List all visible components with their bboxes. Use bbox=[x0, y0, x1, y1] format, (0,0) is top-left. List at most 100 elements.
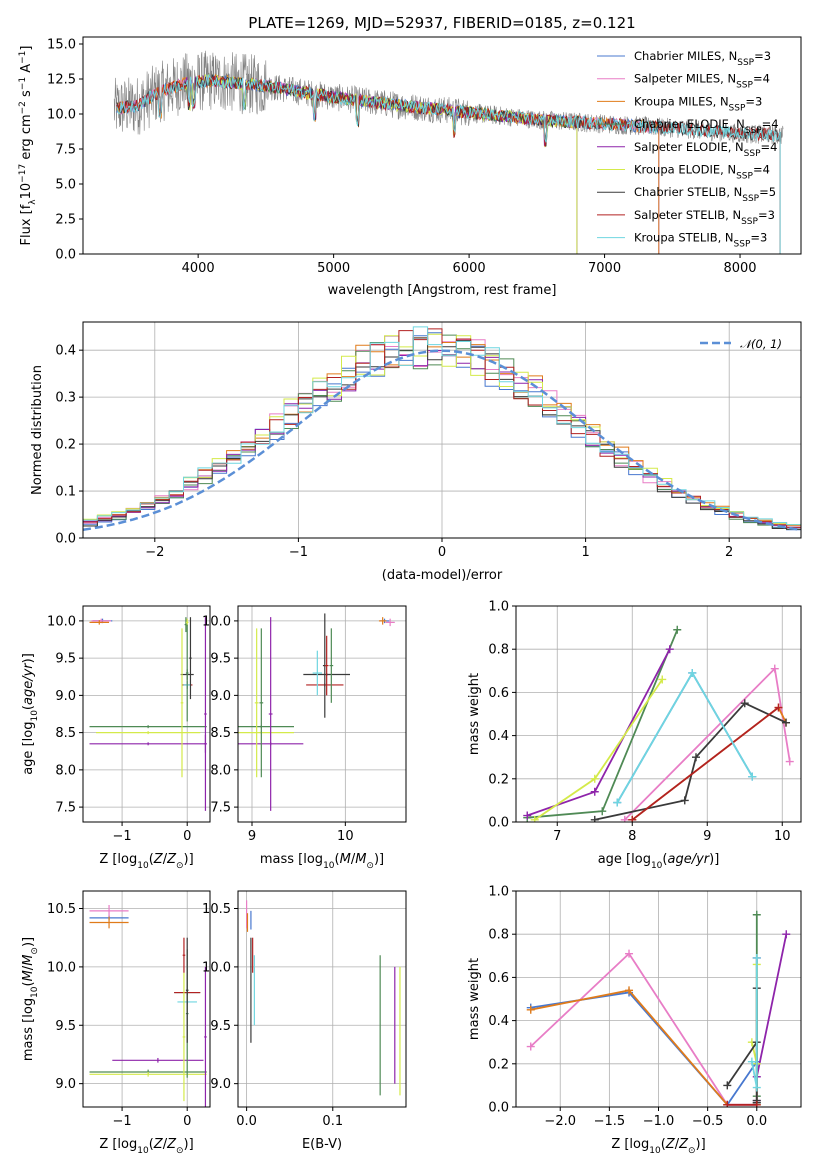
x-axis-label: Z [log10(Z/Z⊙)] bbox=[99, 1137, 193, 1156]
x-tick-label: −1 bbox=[112, 1114, 131, 1129]
y-tick-label: 8.5 bbox=[55, 726, 76, 741]
series-marker bbox=[688, 668, 697, 677]
x-tick-label: 1 bbox=[581, 545, 589, 560]
series-marker bbox=[628, 815, 637, 822]
legend-label: Salpeter STELIB, NSSP=3 bbox=[634, 208, 775, 227]
series-marker bbox=[526, 1005, 535, 1014]
x-axis-label: Z [log10(Z/Z⊙)] bbox=[611, 1137, 705, 1156]
panel-age_vs_Z: −1 0 7.5 8.0 8.5 9.0 9.5 10.0 bbox=[47, 605, 211, 844]
y-tick-label: 12.5 bbox=[47, 73, 76, 88]
x-tick-label: 6000 bbox=[453, 261, 486, 276]
y-tick-label: 10.5 bbox=[47, 902, 76, 917]
series-marker bbox=[752, 953, 761, 962]
legend-label: Kroupa MILES, NSSP=3 bbox=[634, 94, 762, 113]
y-tick-label: 10.0 bbox=[47, 614, 76, 629]
plot-area bbox=[246, 900, 401, 1096]
y-tick-label: 0.6 bbox=[488, 686, 509, 701]
panel-mass_vs_EBV: 0.0 0.1 9.0 9.5 10.0 10.5 bbox=[202, 890, 407, 1129]
plot-area bbox=[83, 326, 801, 532]
x-tick-label: 10 bbox=[337, 829, 354, 844]
series-line bbox=[530, 952, 758, 1106]
series-marker bbox=[692, 753, 700, 762]
y-tick-label: 7.5 bbox=[55, 801, 76, 816]
y-tick-label: 9.0 bbox=[210, 689, 231, 704]
y-tick-label: 7.5 bbox=[55, 143, 76, 158]
panel-mass_vs_Z: −1 0 9.0 9.5 10.0 10.5 bbox=[47, 890, 211, 1129]
x-tick-label: 10 bbox=[774, 829, 791, 844]
y-axis-label: age [log10(age/yr)] bbox=[21, 653, 40, 775]
x-tick-label: 0 bbox=[183, 1114, 191, 1129]
series-marker bbox=[590, 774, 599, 783]
x-tick-label: 5000 bbox=[317, 261, 350, 276]
panel-weight_vs_age: 7 8 9 10 0.0 0.2 0.4 0.6 0.8 1.0 bbox=[488, 600, 802, 844]
y-tick-label: 0.2 bbox=[55, 438, 76, 453]
x-tick-label: 7000 bbox=[588, 261, 621, 276]
series-marker bbox=[665, 645, 674, 654]
y-tick-label: 0.3 bbox=[55, 391, 76, 406]
y-tick-label: 8.0 bbox=[210, 763, 231, 778]
panel-residuals: −2 −1 0 1 2 0.0 0.1 0.2 0.3 0.4 bbox=[55, 321, 802, 560]
series-marker bbox=[770, 664, 779, 673]
x-tick-label: 8000 bbox=[723, 261, 756, 276]
y-tick-label: 0.8 bbox=[488, 643, 509, 658]
series-marker bbox=[752, 910, 761, 919]
series-marker bbox=[752, 1100, 761, 1107]
y-tick-label: 0.6 bbox=[488, 971, 509, 986]
y-axis-label: mass weight bbox=[467, 958, 482, 1040]
x-tick-label: −1.5 bbox=[594, 1114, 626, 1129]
x-tick-label: −1 bbox=[289, 545, 308, 560]
series-marker bbox=[620, 815, 629, 822]
legend-label: 𝒩(0, 1) bbox=[740, 337, 782, 351]
y-tick-label: 0.2 bbox=[488, 1057, 509, 1072]
legend-label: Chabrier STELIB, NSSP=5 bbox=[634, 185, 776, 204]
x-tick-label: 4000 bbox=[182, 261, 215, 276]
x-tick-label: 0 bbox=[183, 829, 191, 844]
x-tick-label: 2 bbox=[725, 545, 733, 560]
axes-frame bbox=[515, 605, 802, 823]
x-axis-label: age [log10(age/yr)] bbox=[598, 852, 720, 871]
y-tick-label: 9.0 bbox=[210, 1077, 231, 1092]
y-axis-label: Flux [fλ10−17 erg cm−2 s−1 A−1] bbox=[18, 46, 38, 246]
axes-frame bbox=[82, 36, 802, 255]
series-marker bbox=[680, 796, 689, 805]
x-tick-label: 0.0 bbox=[746, 1114, 767, 1129]
legend-label: Chabrier ELODIE, NSSP=4 bbox=[634, 117, 779, 136]
series-marker bbox=[748, 772, 757, 781]
legend-label: Chabrier MILES, NSSP=3 bbox=[634, 49, 771, 68]
y-tick-label: 7.5 bbox=[210, 801, 231, 816]
axes-frame bbox=[515, 890, 802, 1108]
series-marker bbox=[774, 703, 783, 712]
x-axis-label: E(B-V) bbox=[302, 1137, 342, 1152]
x-tick-label: 7 bbox=[553, 829, 561, 844]
y-tick-label: 9.5 bbox=[55, 1019, 76, 1034]
legend-label: Kroupa ELODIE, NSSP=4 bbox=[634, 163, 770, 182]
series-line bbox=[631, 706, 780, 821]
y-tick-label: 0.4 bbox=[488, 1014, 509, 1029]
series-marker bbox=[625, 986, 634, 995]
plot-area bbox=[89, 617, 207, 811]
y-tick-label: 1.0 bbox=[488, 885, 509, 900]
x-tick-label: −0.5 bbox=[692, 1114, 724, 1129]
series-marker bbox=[723, 1100, 732, 1107]
axes-frame bbox=[237, 605, 407, 823]
x-tick-label: −2.0 bbox=[544, 1114, 576, 1129]
y-axis-label: mass [log10(M/M⊙)] bbox=[21, 937, 40, 1061]
series-marker bbox=[625, 949, 634, 958]
y-tick-label: 9.0 bbox=[55, 689, 76, 704]
y-tick-label: 0.2 bbox=[488, 772, 509, 787]
y-tick-label: 5.0 bbox=[55, 178, 76, 193]
series-marker bbox=[740, 699, 749, 708]
y-tick-label: 8.0 bbox=[55, 763, 76, 778]
y-tick-label: 10.0 bbox=[202, 960, 231, 975]
x-tick-label: −1 bbox=[112, 829, 131, 844]
series-marker bbox=[598, 807, 607, 816]
series-marker bbox=[673, 625, 682, 634]
y-tick-label: 0.4 bbox=[55, 344, 76, 359]
series-marker bbox=[785, 757, 794, 766]
series-marker bbox=[530, 815, 539, 822]
series-marker bbox=[526, 1042, 535, 1051]
y-tick-label: 9.5 bbox=[55, 652, 76, 667]
series-marker bbox=[747, 1057, 756, 1066]
y-tick-label: 8.5 bbox=[210, 726, 231, 741]
